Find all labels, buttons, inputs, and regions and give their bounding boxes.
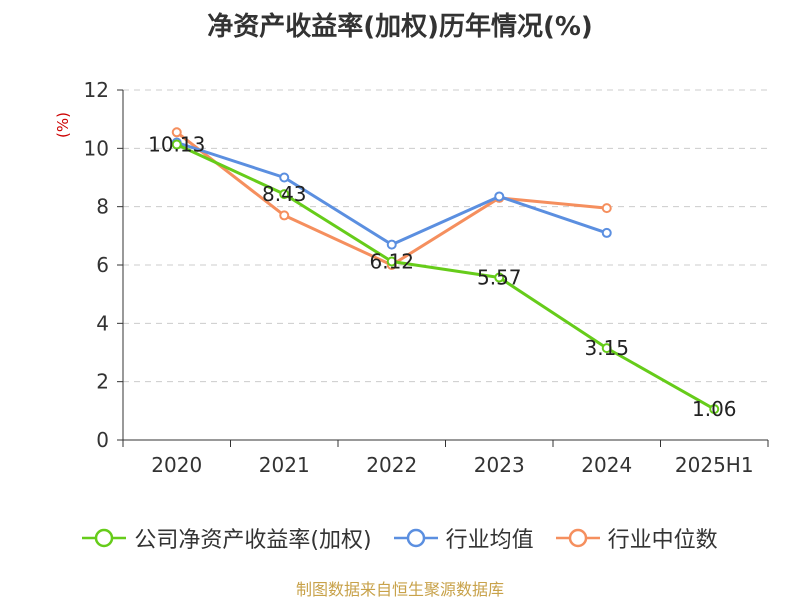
x-tick-label: 2022 (366, 453, 417, 477)
x-tick-label: 2024 (581, 453, 632, 477)
x-tick-label: 2023 (474, 453, 525, 477)
legend-label-industry-avg: 行业均值 (445, 528, 534, 553)
x-tick-label: 2025H1 (675, 453, 754, 477)
data-label: 6.12 (369, 250, 414, 274)
data-point-company (386, 256, 397, 267)
data-point-industry_median (601, 203, 612, 214)
data-point-industry_median (279, 210, 290, 221)
series-line-company (176, 143, 715, 411)
legend-marker-industry-avg (393, 528, 438, 548)
y-tick-label: 2 (96, 370, 109, 394)
y-tick-label: 0 (96, 428, 109, 452)
legend-item-industry-avg[interactable]: 行业均值 (393, 522, 534, 554)
data-point-company (494, 272, 505, 283)
data-point-company (601, 343, 612, 354)
data-point-industry_median (171, 127, 182, 138)
legend-marker-industry-median (555, 528, 600, 548)
data-point-company (709, 404, 720, 415)
y-axis-label: (%) (54, 112, 72, 138)
legend-item-company[interactable]: 公司净资产收益率(加权) (82, 522, 372, 554)
data-label: 10.13 (148, 133, 205, 157)
y-tick-label: 10 (84, 136, 109, 160)
y-tick-label: 4 (96, 311, 109, 335)
y-tick-label: 6 (96, 253, 109, 277)
data-point-industry_avg (386, 239, 397, 250)
data-point-industry_avg (279, 172, 290, 183)
data-point-company (171, 139, 182, 150)
chart-legend: 公司净资产收益率(加权) 行业均值 行业中位数 (0, 518, 800, 558)
series-line-industry_avg (176, 141, 608, 247)
data-label: 3.15 (584, 336, 629, 360)
data-label: 5.57 (477, 266, 522, 290)
legend-item-industry-median[interactable]: 行业中位数 (555, 522, 718, 554)
y-tick-label: 12 (84, 78, 109, 102)
legend-label-industry-median: 行业中位数 (607, 528, 718, 553)
data-label: 1.06 (692, 397, 737, 421)
legend-marker-company (82, 528, 127, 548)
x-tick-label: 2020 (151, 453, 202, 477)
legend-label-company: 公司净资产收益率(加权) (134, 528, 372, 553)
y-tick-label: 8 (96, 195, 109, 219)
x-tick-label: 2021 (259, 453, 310, 477)
chart-title: 净资产收益率(加权)历年情况(%) (207, 12, 593, 42)
data-point-company (279, 189, 290, 200)
data-point-industry_avg (601, 227, 612, 238)
source-note: 制图数据来自恒生聚源数据库 (295, 580, 504, 599)
data-point-industry_avg (494, 191, 505, 202)
data-label: 8.43 (262, 182, 307, 206)
